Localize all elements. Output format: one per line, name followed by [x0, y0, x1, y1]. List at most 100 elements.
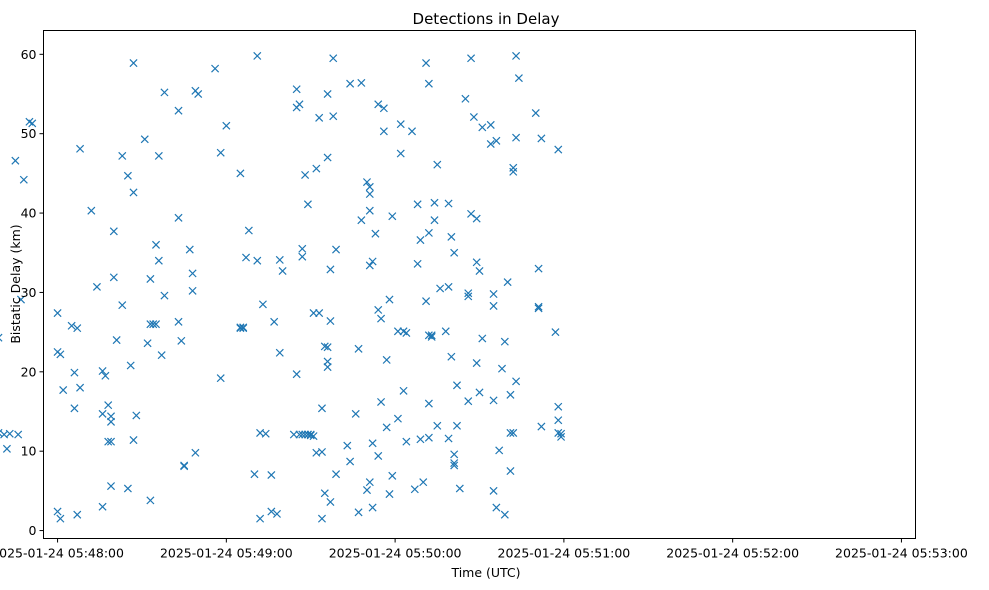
x-tick-label: 2025-01-24 05:48:00	[0, 546, 124, 561]
data-point	[146, 274, 155, 283]
data-point	[430, 216, 439, 225]
data-point	[292, 370, 301, 379]
x-tick-label: 2025-01-24 05:52:00	[666, 546, 799, 561]
data-point	[512, 51, 521, 60]
data-point	[236, 323, 245, 332]
data-point	[396, 120, 405, 129]
data-point	[464, 292, 473, 301]
data-point	[106, 482, 116, 491]
data-point	[320, 342, 329, 351]
data-point	[492, 503, 501, 512]
y-tick-label: 30	[21, 285, 37, 300]
data-point	[326, 497, 335, 507]
data-point	[407, 127, 417, 136]
data-point	[447, 232, 456, 241]
y-tick-label: 0	[29, 523, 37, 538]
data-point	[554, 428, 563, 437]
data-point	[301, 170, 310, 179]
data-point	[272, 509, 281, 518]
data-point	[413, 200, 422, 209]
data-point	[444, 434, 453, 443]
data-point	[346, 457, 355, 466]
data-point	[472, 359, 481, 368]
data-point	[365, 261, 374, 270]
data-point	[374, 100, 383, 109]
data-point	[489, 396, 498, 405]
data-point	[174, 106, 183, 115]
data-point	[118, 151, 127, 160]
plot-frame	[43, 30, 916, 539]
data-point	[236, 169, 245, 178]
data-point	[427, 332, 436, 341]
data-point	[503, 278, 512, 287]
data-point	[160, 291, 169, 300]
data-point	[242, 253, 251, 262]
data-point	[388, 471, 397, 480]
data-point	[323, 343, 332, 352]
data-point	[59, 386, 68, 395]
data-point	[467, 54, 476, 63]
data-point	[497, 364, 507, 373]
data-point	[489, 301, 498, 310]
data-point	[554, 416, 563, 425]
y-tick-label: 20	[21, 364, 37, 379]
data-point	[478, 123, 487, 132]
data-point	[537, 134, 546, 143]
data-point	[441, 327, 450, 336]
data-point	[275, 255, 284, 264]
data-point	[500, 510, 509, 519]
data-point	[354, 344, 363, 353]
data-point	[424, 79, 433, 88]
data-point	[475, 266, 484, 276]
data-point	[298, 252, 307, 261]
data-point	[416, 435, 425, 444]
x-axis: 2025-01-24 05:48:00 2025-01-24 05:49:00 20…	[0, 538, 968, 561]
data-point	[5, 429, 14, 438]
data-point	[104, 401, 113, 410]
data-point	[464, 289, 473, 298]
data-point	[73, 510, 82, 519]
data-point	[464, 397, 473, 406]
data-point	[557, 432, 566, 441]
data-point	[146, 496, 155, 505]
y-tick-label: 50	[21, 126, 37, 141]
data-point	[427, 331, 436, 340]
data-point	[70, 404, 79, 413]
data-point	[410, 485, 419, 494]
data-point	[329, 54, 338, 63]
data-point	[317, 404, 327, 413]
data-point	[298, 244, 307, 253]
data-point	[180, 461, 189, 470]
data-point	[377, 314, 386, 323]
data-point	[534, 302, 543, 311]
data-point	[393, 414, 402, 423]
data-point	[419, 478, 428, 487]
data-point	[422, 59, 431, 68]
data-point	[106, 412, 116, 421]
data-point	[374, 305, 383, 314]
data-point	[413, 259, 422, 268]
data-point	[244, 226, 253, 235]
data-point	[354, 508, 363, 517]
data-point	[509, 167, 518, 176]
data-point	[188, 286, 197, 295]
data-point	[11, 156, 20, 165]
data-point	[56, 350, 65, 359]
data-point	[478, 334, 487, 343]
data-point	[123, 484, 132, 493]
x-tick-label: 2025-01-24 05:50:00	[329, 546, 462, 561]
data-point	[368, 439, 377, 448]
data-point	[436, 284, 445, 293]
data-point	[332, 245, 341, 254]
data-point	[368, 257, 377, 266]
data-point	[317, 514, 327, 523]
data-point	[70, 368, 79, 377]
data-point	[512, 377, 521, 386]
data-point	[509, 428, 518, 437]
data-point	[388, 212, 397, 221]
data-point	[379, 104, 388, 113]
y-tick-label: 10	[21, 444, 37, 459]
data-point	[326, 316, 335, 326]
data-point	[365, 206, 374, 215]
